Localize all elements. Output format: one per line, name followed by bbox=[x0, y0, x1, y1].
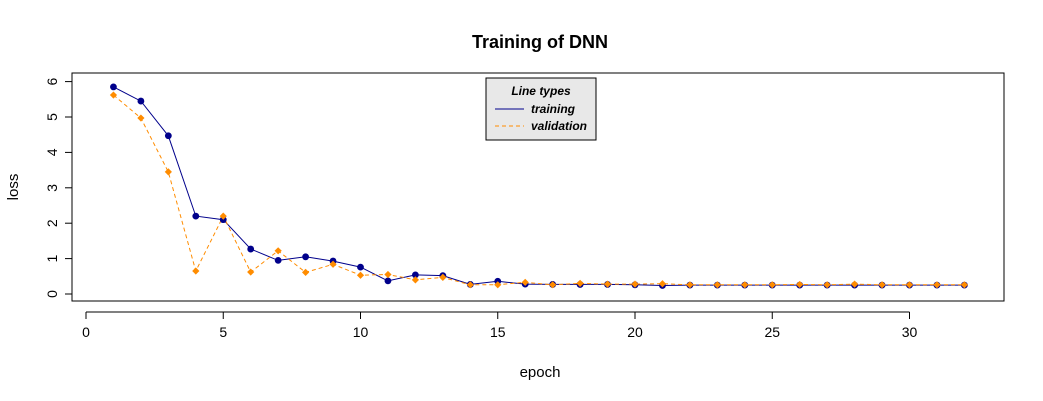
data-point-validation bbox=[439, 273, 447, 281]
data-point-validation bbox=[796, 280, 804, 289]
x-tick-label: 30 bbox=[902, 324, 918, 340]
x-tick-label: 10 bbox=[353, 324, 369, 340]
y-tick-label: 0 bbox=[44, 290, 60, 298]
data-point-validation bbox=[521, 278, 529, 286]
data-point-validation bbox=[960, 281, 968, 289]
data-point-validation bbox=[247, 268, 255, 276]
legend-label-validation: validation bbox=[531, 119, 587, 133]
x-tick-label: 20 bbox=[627, 324, 643, 340]
data-point-validation bbox=[192, 267, 200, 275]
chart-title: Training of DNN bbox=[472, 32, 608, 52]
data-point-training bbox=[247, 245, 255, 253]
x-tick-label: 25 bbox=[764, 324, 780, 340]
data-point-validation bbox=[329, 260, 337, 268]
data-point-validation bbox=[466, 281, 474, 289]
data-point-training bbox=[164, 132, 172, 140]
data-point-validation bbox=[658, 280, 667, 288]
data-point-validation bbox=[933, 281, 941, 289]
legend-label-training: training bbox=[531, 102, 576, 116]
data-point-validation bbox=[356, 271, 365, 279]
data-point-validation bbox=[768, 281, 776, 289]
data-point-training bbox=[274, 256, 282, 264]
series-line-training bbox=[113, 86, 965, 287]
y-tick-label: 6 bbox=[44, 77, 60, 85]
y-tick-label: 1 bbox=[44, 254, 60, 262]
data-point-validation bbox=[302, 268, 310, 277]
y-axis-label: loss bbox=[5, 174, 22, 201]
data-point-validation bbox=[494, 281, 502, 289]
y-tick-label: 5 bbox=[44, 113, 60, 121]
data-point-validation bbox=[219, 212, 227, 220]
x-tick-label: 5 bbox=[219, 324, 227, 340]
data-point-validation bbox=[411, 276, 419, 284]
y-axis: 0 1 2 3 4 5 6 bbox=[44, 77, 73, 298]
y-tick-label: 4 bbox=[44, 148, 60, 156]
legend: Line types training validation bbox=[485, 77, 597, 141]
data-point-validation bbox=[905, 281, 914, 289]
data-point-validation bbox=[851, 280, 859, 288]
data-point-validation bbox=[549, 281, 557, 289]
data-point-validation bbox=[713, 281, 721, 289]
data-point-training bbox=[412, 271, 419, 279]
data-point-validation bbox=[741, 281, 749, 289]
legend-title: Line types bbox=[511, 84, 571, 98]
data-point-training bbox=[357, 263, 364, 271]
y-tick-label: 3 bbox=[44, 184, 60, 192]
data-point-validation bbox=[823, 281, 831, 289]
series-line-validation bbox=[113, 94, 965, 286]
x-tick-label: 0 bbox=[82, 324, 90, 340]
data-point-training bbox=[302, 253, 309, 261]
data-point-validation bbox=[878, 281, 886, 289]
data-point-validation bbox=[631, 280, 639, 288]
series-layer bbox=[109, 83, 968, 289]
x-axis: 0 5 10 15 20 25 30 bbox=[82, 311, 918, 340]
x-tick-label: 15 bbox=[490, 324, 506, 340]
data-point-training bbox=[384, 277, 392, 285]
data-point-validation bbox=[109, 91, 118, 99]
data-point-validation bbox=[137, 114, 145, 122]
data-point-validation bbox=[384, 270, 392, 279]
data-point-validation bbox=[274, 247, 282, 255]
data-point-training bbox=[110, 83, 117, 91]
data-point-validation bbox=[576, 279, 584, 287]
data-point-validation bbox=[164, 168, 172, 176]
data-point-validation bbox=[603, 280, 612, 288]
y-tick-label: 2 bbox=[44, 219, 60, 227]
data-point-training bbox=[137, 97, 145, 105]
x-axis-label: epoch bbox=[520, 364, 561, 381]
data-point-training bbox=[192, 212, 200, 220]
data-point-validation bbox=[686, 281, 694, 289]
